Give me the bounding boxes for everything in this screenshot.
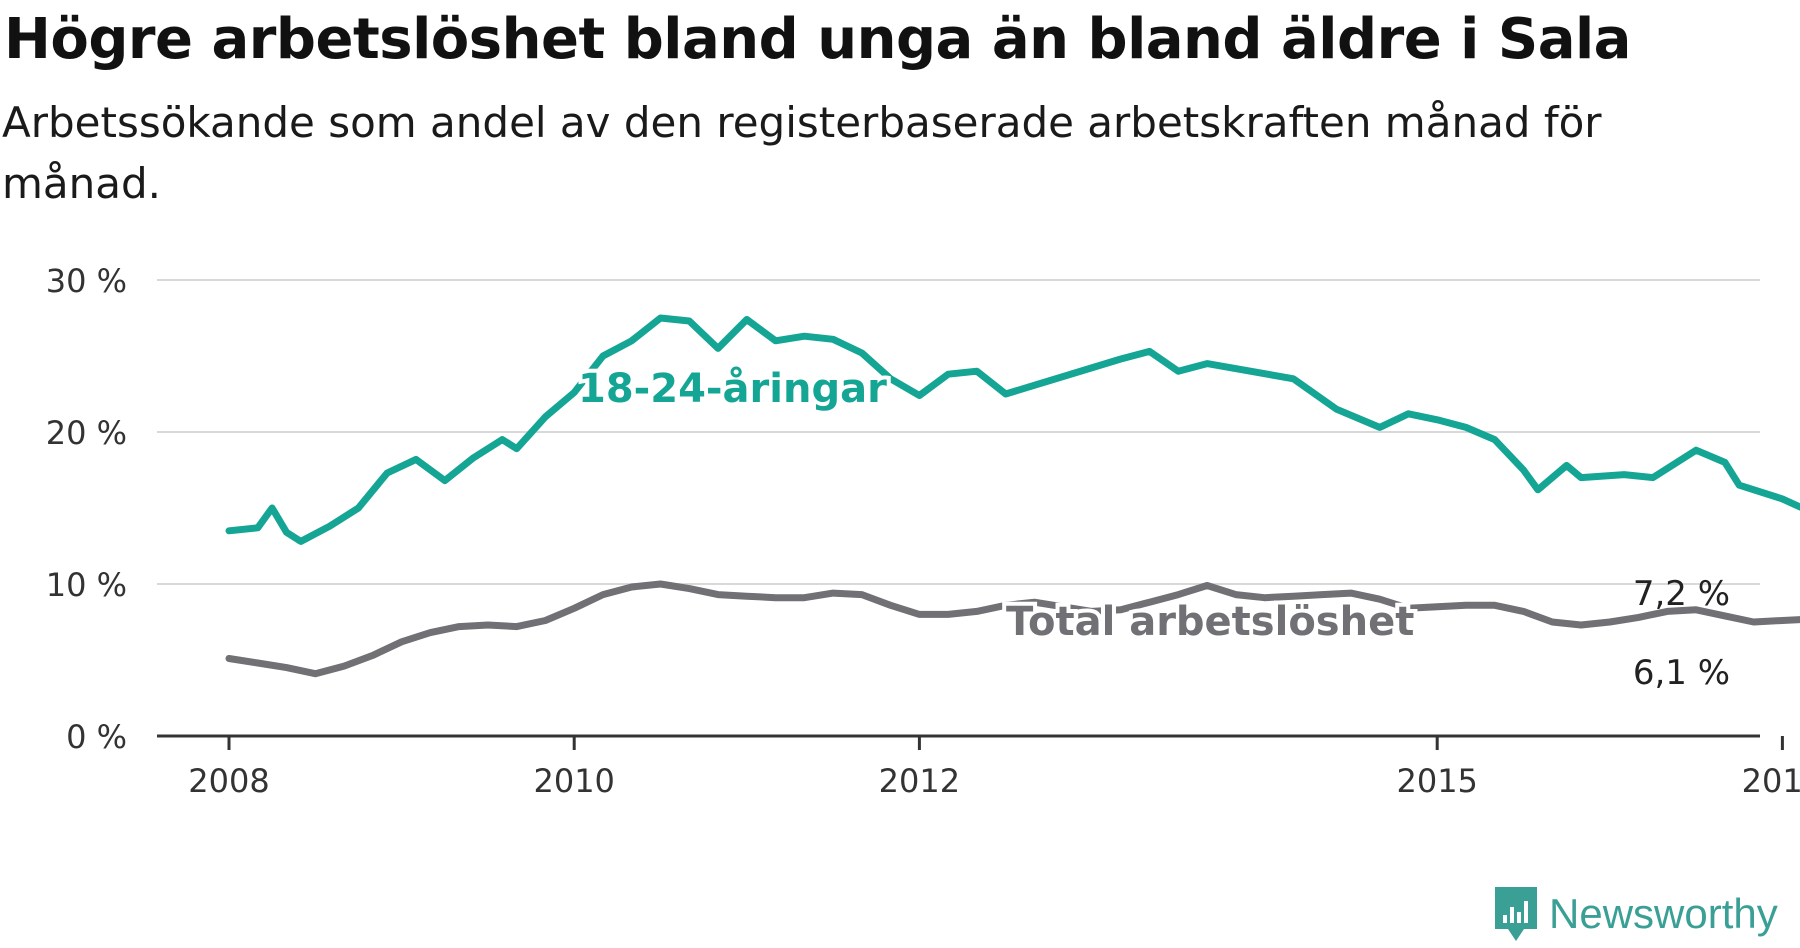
series-line-youth <box>225 314 1800 545</box>
chart-subtitle: Arbetssökande som andel av den registerb… <box>2 98 1602 208</box>
series-line-total <box>225 580 1800 678</box>
x-tick-label: 2015 <box>1396 762 1477 800</box>
end-value-total: 6,1 % <box>1633 653 1730 693</box>
x-tick-label: 2017 <box>1742 762 1800 800</box>
series-label-total: Total arbetslöshet <box>1006 599 1414 645</box>
y-tick-label: 30 % <box>46 262 127 300</box>
x-tick-label: 2012 <box>879 762 960 800</box>
y-tick-label: 10 % <box>46 566 127 604</box>
newsworthy-logo-icon <box>1495 887 1537 941</box>
y-tick-label: 0 % <box>66 718 127 756</box>
brand-name: Newsworthy <box>1549 890 1778 937</box>
x-tick-label: 2010 <box>533 762 614 800</box>
newsworthy-logo: Newsworthy <box>1493 885 1778 943</box>
x-tick-label: 2008 <box>188 762 269 800</box>
series-label-youth: 18-24-åringar <box>578 365 887 412</box>
y-tick-label: 20 % <box>46 414 127 452</box>
chart-title: Högre arbetslöshet bland unga än bland ä… <box>4 7 1631 72</box>
end-value-youth: 7,2 % <box>1633 574 1730 614</box>
line-chart: 0 %10 %20 %30 %2008201020122015201720202… <box>46 262 1800 800</box>
